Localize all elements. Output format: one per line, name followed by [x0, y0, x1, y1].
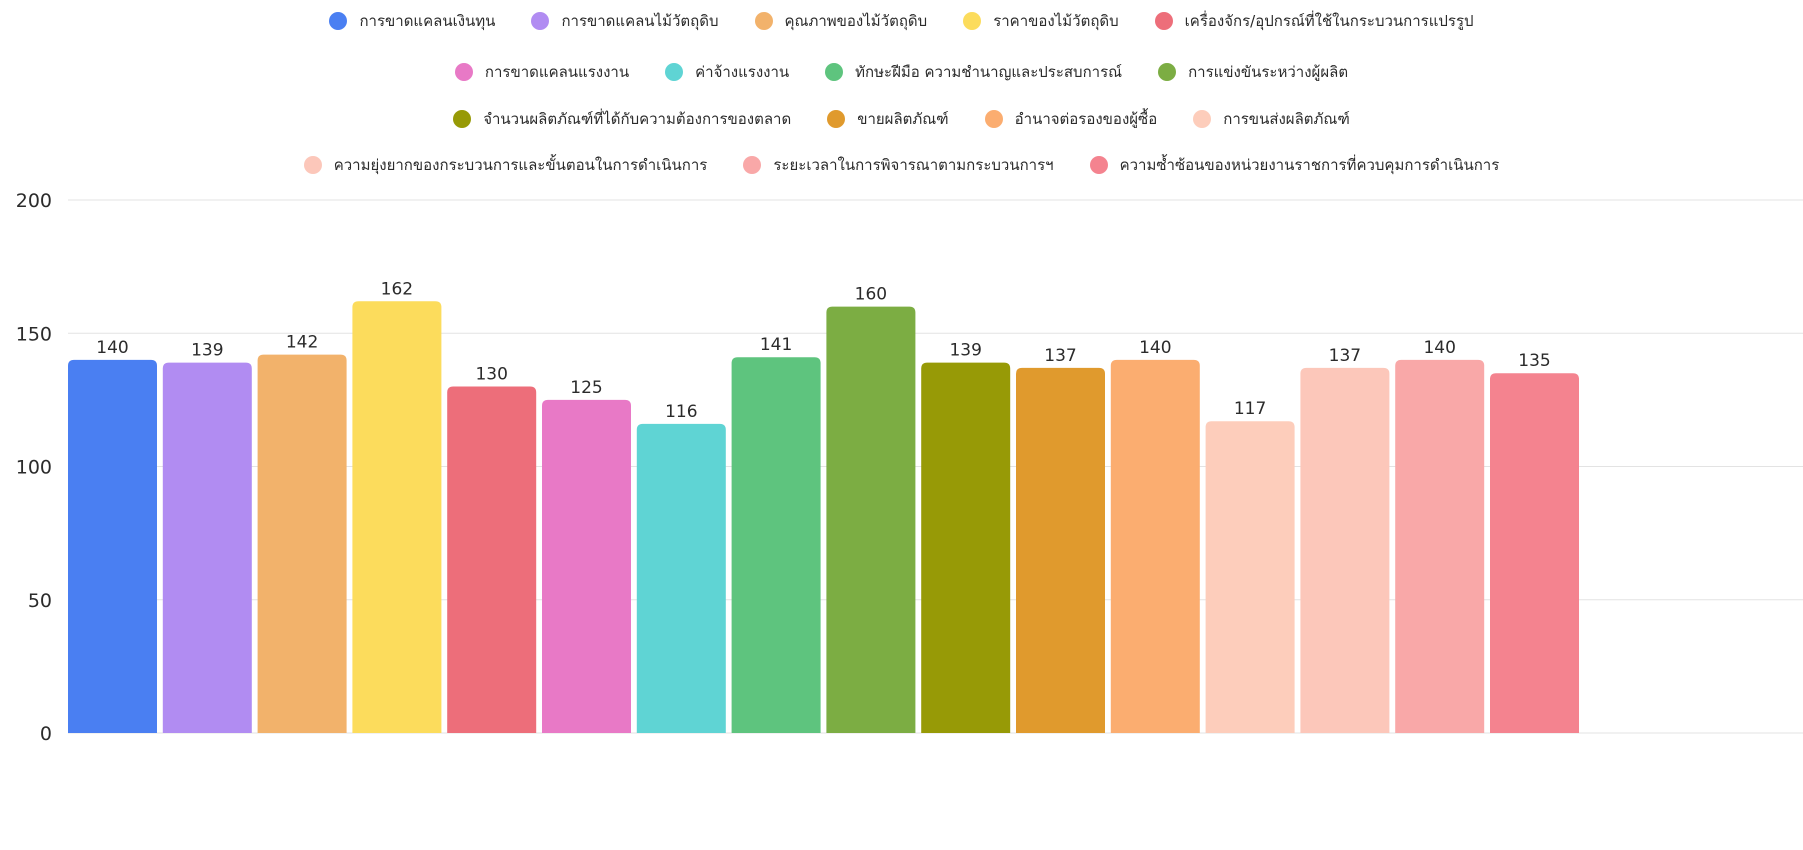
- bar-value-label: 162: [381, 279, 413, 299]
- legend-label: ขายผลิตภัณฑ์: [857, 110, 949, 128]
- bar-value-label: 142: [286, 333, 318, 353]
- legend-swatch: [1193, 110, 1212, 128]
- legend-label: ทักษะฝีมือ ความชำนาญและประสบการณ์: [855, 63, 1123, 81]
- bar[interactable]: [1110, 359, 1200, 733]
- legend-item[interactable]: ระยะเวลาในการพิจารณาตามกระบวนการฯ: [743, 153, 1054, 177]
- bar[interactable]: [826, 306, 916, 733]
- legend-swatch: [453, 110, 472, 128]
- bar-value-label: 140: [1139, 338, 1171, 358]
- legend-item[interactable]: การขาดแคลนแรงงาน: [454, 60, 630, 84]
- legend-label: ระยะเวลาในการพิจารณาตามกระบวนการฯ: [773, 156, 1054, 174]
- legend-item[interactable]: คุณภาพของไม้วัตถุดิบ: [754, 9, 928, 33]
- legend-label: คุณภาพของไม้วัตถุดิบ: [784, 12, 928, 30]
- legend-item[interactable]: ทักษะฝีมือ ความชำนาญและประสบการณ์: [825, 60, 1122, 84]
- bar-value-label: 116: [665, 402, 697, 422]
- bar[interactable]: [68, 359, 157, 733]
- legend-swatch: [665, 63, 684, 81]
- legend-item[interactable]: ความซ้ำซ้อนของหน่วยงานราชการที่ควบคุมการ…: [1089, 153, 1500, 177]
- legend-label: ความซ้ำซ้อนของหน่วยงานราชการที่ควบคุมการ…: [1119, 156, 1500, 174]
- bar-value-label: 141: [760, 335, 792, 355]
- legend-swatch: [454, 63, 473, 81]
- bar-value-label: 140: [1423, 338, 1455, 358]
- legend-swatch: [984, 110, 1003, 128]
- y-tick-label: 100: [16, 457, 52, 479]
- bar-value-label: 139: [191, 341, 223, 361]
- legend-item[interactable]: จำนวนผลิตภัณฑ์ที่ได้กับความต้องการของตลา…: [453, 107, 791, 131]
- legend-swatch: [329, 12, 348, 30]
- legend-swatch: [303, 156, 322, 174]
- bar-value-label: 135: [1518, 351, 1550, 371]
- bar[interactable]: [1016, 367, 1105, 733]
- bar[interactable]: [257, 354, 347, 733]
- legend-swatch: [1089, 156, 1108, 174]
- legend-item[interactable]: ค่าจ้างแรงงาน: [665, 60, 789, 84]
- legend-swatch: [1158, 63, 1177, 81]
- bar-value-label: 139: [949, 341, 981, 361]
- legend-label: การขาดแคลนไม้วัตถุดิบ: [561, 12, 719, 30]
- bar[interactable]: [1205, 421, 1295, 733]
- bar-value-label: 140: [96, 338, 128, 358]
- chart-legend: การขาดแคลนเงินทุน การขาดแคลนไม้วัตถุดิบ คุ…: [0, 0, 1803, 225]
- legend-row: ความยุ่งยากของกระบวนการและขั้นตอนในการดำ…: [0, 148, 1803, 182]
- legend-swatch: [743, 156, 762, 174]
- bars: [68, 301, 1579, 733]
- legend-row: การขาดแคลนเงินทุน การขาดแคลนไม้วัตถุดิบ คุ…: [0, 4, 1803, 38]
- bar[interactable]: [1490, 373, 1579, 733]
- bar[interactable]: [162, 362, 252, 733]
- bar-value-label: 125: [570, 378, 602, 398]
- bar[interactable]: [447, 386, 537, 733]
- legend-label: การขาดแคลนเงินทุน: [359, 12, 496, 30]
- legend-swatch: [827, 110, 846, 128]
- legend-swatch: [754, 12, 773, 30]
- legend-item[interactable]: ขายผลิตภัณฑ์: [827, 107, 949, 131]
- bar-value-label: 137: [1044, 346, 1076, 366]
- y-tick-label: 150: [16, 323, 52, 345]
- bar[interactable]: [1300, 367, 1390, 733]
- legend-item[interactable]: ความยุ่งยากของกระบวนการและขั้นตอนในการดำ…: [303, 153, 708, 177]
- y-axis-tick-labels: 0 50 100 150 200: [16, 190, 52, 745]
- legend-item[interactable]: การขนส่งผลิตภัณฑ์: [1193, 107, 1350, 131]
- legend-label: ราคาของไม้วัตถุดิบ: [993, 12, 1119, 30]
- legend-item[interactable]: การแข่งขันระหว่างผู้ผลิต: [1158, 60, 1348, 84]
- legend-label: จำนวนผลิตภัณฑ์ที่ได้กับความต้องการของตลา…: [483, 110, 792, 128]
- bar-value-label: 160: [855, 285, 887, 305]
- legend-swatch: [531, 12, 550, 30]
- bar[interactable]: [1395, 359, 1485, 733]
- bar[interactable]: [636, 423, 726, 733]
- bar[interactable]: [731, 357, 821, 733]
- legend-label: การแข่งขันระหว่างผู้ผลิต: [1188, 63, 1349, 81]
- bar-value-label: 117: [1234, 399, 1266, 419]
- bar[interactable]: [352, 301, 442, 733]
- legend-item[interactable]: การขาดแคลนไม้วัตถุดิบ: [531, 9, 719, 33]
- legend-row: จำนวนผลิตภัณฑ์ที่ได้กับความต้องการของตลา…: [0, 102, 1803, 136]
- legend-item[interactable]: เครื่องจักร/อุปกรณ์ที่ใช้ในกระบวนการแปรร…: [1154, 9, 1474, 33]
- legend-label: การขาดแคลนแรงงาน: [484, 63, 630, 81]
- legend-label: ความยุ่งยากของกระบวนการและขั้นตอนในการดำ…: [333, 156, 708, 174]
- legend-label: ค่าจ้างแรงงาน: [695, 63, 790, 81]
- legend-swatch: [963, 12, 982, 30]
- bar[interactable]: [921, 362, 1011, 733]
- bar-value-label: 130: [475, 365, 507, 385]
- legend-item[interactable]: ราคาของไม้วัตถุดิบ: [963, 9, 1119, 33]
- legend-label: การขนส่งผลิตภัณฑ์: [1223, 110, 1350, 128]
- legend-swatch: [825, 63, 844, 81]
- bar-value-label: 137: [1329, 346, 1361, 366]
- legend-label: อำนาจต่อรองของผู้ซื้อ: [1014, 110, 1158, 128]
- legend-swatch: [1154, 12, 1173, 30]
- data-labels: 140 139 142 162 130 125 116 141 160 139 137 140 117 1…: [96, 279, 1550, 422]
- y-tick-label: 200: [16, 190, 52, 212]
- legend-row: การขาดแคลนแรงงาน ค่าจ้างแรงงาน ทักษะฝีมือ …: [0, 55, 1803, 89]
- legend-label: เครื่องจักร/อุปกรณ์ที่ใช้ในกระบวนการแปรร…: [1184, 12, 1474, 30]
- y-tick-label: 50: [28, 590, 52, 612]
- legend-item[interactable]: อำนาจต่อรองของผู้ซื้อ: [984, 107, 1158, 131]
- bar[interactable]: [542, 399, 631, 733]
- y-tick-label: 0: [40, 723, 52, 745]
- legend-item[interactable]: การขาดแคลนเงินทุน: [329, 9, 495, 33]
